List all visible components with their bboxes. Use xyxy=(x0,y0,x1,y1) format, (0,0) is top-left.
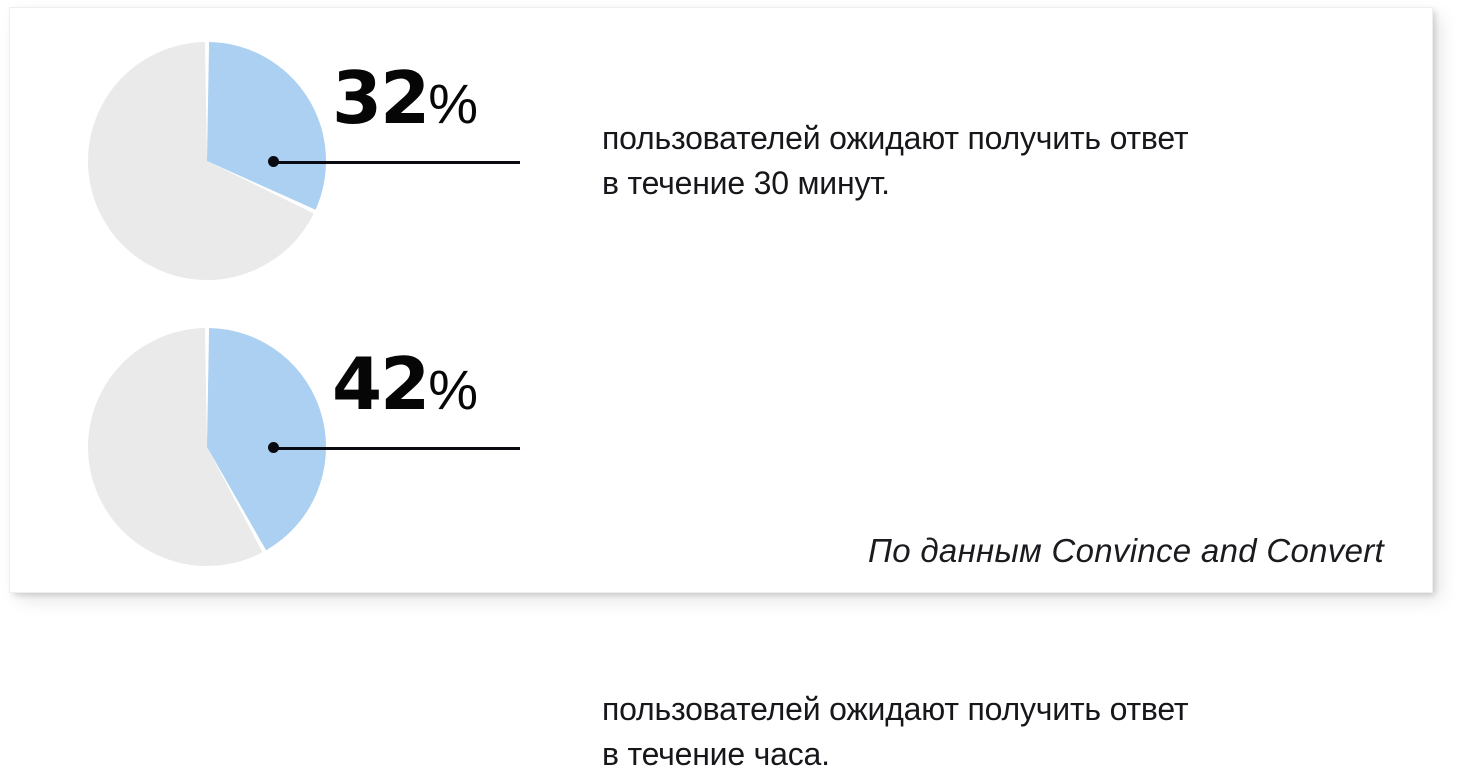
caption-42-line-1: пользователей ожидают получить ответ xyxy=(602,691,1189,727)
infographic-card: 32% пользователей ожидают получить ответ… xyxy=(10,8,1432,772)
pie-slice-highlight-42 xyxy=(207,328,326,551)
pie-chart-32 xyxy=(87,41,327,281)
percent-number-42: 42 xyxy=(332,342,430,426)
pie-slice-remainder-42 xyxy=(88,328,263,567)
caption-42-line-2: в течение часа. xyxy=(602,736,830,772)
leader-dot-32 xyxy=(268,156,279,167)
percent-value-32: 32% xyxy=(332,62,478,135)
percent-number-32: 32 xyxy=(332,56,430,140)
infographic-root: 32% пользователей ожидают получить ответ… xyxy=(10,8,1432,772)
pie-slices-32 xyxy=(87,42,326,281)
caption-42: пользователей ожидают получить ответ в т… xyxy=(602,687,1189,777)
pie-chart-42 xyxy=(87,327,327,567)
percent-symbol-42: % xyxy=(428,358,478,421)
pie-slice-highlight-32 xyxy=(207,42,326,210)
percent-symbol-32: % xyxy=(428,72,478,135)
caption-32-line-2: в течение 30 минут. xyxy=(602,165,890,201)
percent-value-42: 42% xyxy=(332,348,478,421)
caption-32-line-1: пользователей ожидают получить ответ xyxy=(602,120,1189,156)
source-attribution: По данным Convince and Convert xyxy=(868,532,1384,569)
caption-32: пользователей ожидают получить ответ в т… xyxy=(602,116,1189,206)
leader-line-32 xyxy=(274,161,520,164)
pie-slices-42 xyxy=(88,328,326,567)
leader-dot-42 xyxy=(268,442,279,453)
leader-line-42 xyxy=(274,447,520,450)
pie-slice-remainder-32 xyxy=(87,42,314,281)
